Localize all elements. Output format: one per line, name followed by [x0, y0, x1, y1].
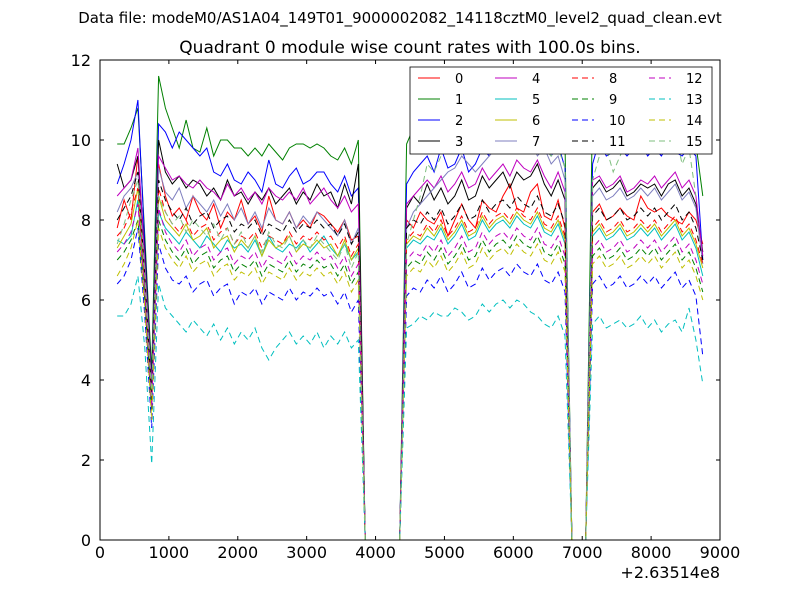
axes: 0 1000 2000 3000 4000 5000 6000 7000 8000 9000 0 2 4…: [71, 51, 741, 562]
legend-label-4: 4: [532, 72, 540, 87]
x-tick-label: 9000: [700, 543, 741, 562]
series-line-15: [116, 106, 697, 541]
y-tick-label: 6: [81, 291, 91, 310]
chart-title: Quadrant 0 module wise count rates with …: [179, 38, 640, 58]
legend-label-12: 12: [686, 72, 703, 87]
y-tick-label: 2: [81, 451, 91, 470]
series-line-14: [116, 219, 704, 541]
x-tick-label: 7000: [562, 543, 603, 562]
series-line-3: [116, 139, 704, 541]
x-tick-label: 5000: [424, 543, 465, 562]
y-tick-label: 12: [71, 51, 91, 70]
series-line-4: [116, 147, 704, 541]
legend-label-15: 15: [686, 135, 703, 150]
legend-box: [409, 66, 713, 155]
series-line-10: [116, 227, 704, 541]
x-offset-label: +2.63514e8: [620, 563, 720, 582]
x-tick-label: 6000: [493, 543, 534, 562]
x-tick-label: 1000: [149, 543, 190, 562]
series-line-5: [116, 199, 704, 541]
series-line-13: [117, 275, 704, 541]
y-tick-label: 4: [81, 371, 91, 390]
x-tick-label: 8000: [631, 543, 672, 562]
legend-label-9: 9: [609, 93, 617, 108]
legend-label-5: 5: [532, 93, 540, 108]
series-line-12: [116, 203, 704, 541]
y-tick-label: 0: [81, 531, 91, 550]
chart-suptitle: Data file: modeM0/AS1A04_149T01_90000020…: [78, 9, 722, 28]
series-line-8: [116, 187, 704, 541]
legend-label-10: 10: [609, 114, 626, 129]
legend-label-0: 0: [455, 72, 463, 87]
y-tick-label: 10: [71, 131, 91, 150]
legend-label-2: 2: [455, 114, 463, 129]
legend-label-11: 11: [609, 135, 626, 150]
legend-label-14: 14: [686, 114, 703, 129]
x-tick-label: 4000: [355, 543, 396, 562]
x-tick-label: 2000: [217, 543, 258, 562]
legend-label-3: 3: [455, 135, 463, 150]
series-line-2: [116, 99, 704, 541]
series-line-9: [116, 219, 704, 541]
legend-label-1: 1: [455, 93, 463, 108]
legend-label-13: 13: [686, 93, 703, 108]
plot-area: [116, 75, 704, 541]
legend-label-6: 6: [532, 114, 540, 129]
series-line-7: [116, 127, 704, 541]
legend-label-8: 8: [609, 72, 617, 87]
series-line-6: [116, 187, 704, 541]
x-tick-label: 0: [95, 543, 105, 562]
x-tick-label: 3000: [286, 543, 327, 562]
y-tick-label: 8: [81, 211, 91, 230]
series-line-11: [116, 171, 704, 541]
legend-label-7: 7: [532, 135, 540, 150]
